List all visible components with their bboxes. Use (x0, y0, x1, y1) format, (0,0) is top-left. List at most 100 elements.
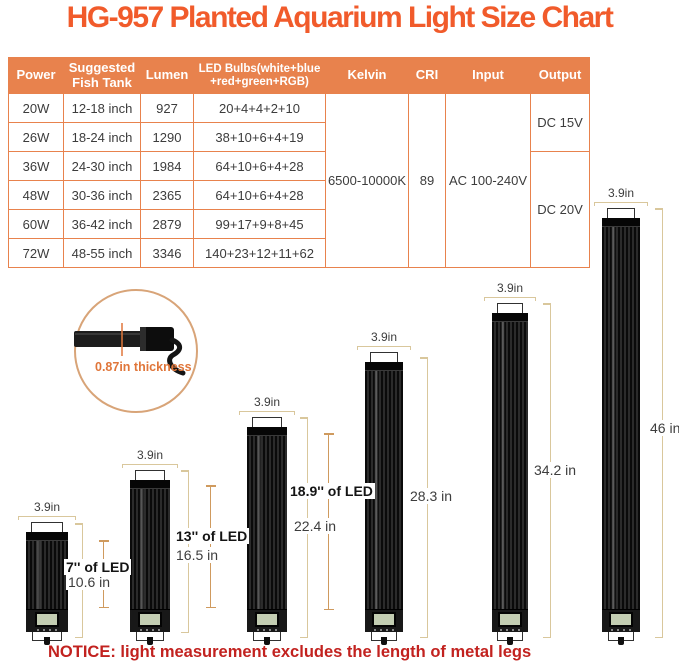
lamp-body (247, 427, 287, 632)
thickness-label: 0.87in thickness (95, 360, 192, 374)
width-label: 3.9in (253, 395, 281, 409)
metal-leg-top (31, 522, 63, 532)
total-length-label: 34.2 in (532, 462, 579, 478)
total-length-label: 10.6 in (66, 574, 113, 590)
metal-leg-bottom (497, 632, 523, 645)
metal-leg-top (369, 352, 399, 362)
led-length-label: 13'' of LED (174, 528, 250, 544)
lamp-body (492, 313, 528, 632)
cell-output-dc20v: DC 20V (530, 151, 590, 268)
cell-tank: 36-42 inch (63, 209, 141, 239)
table-row: 26W 18-24 inch 1290 38+10+6+4+19 (8, 122, 590, 152)
table-row: 72W 48-55 inch 3346 140+23+12+11+62 (8, 238, 590, 268)
width-bracket (484, 297, 536, 301)
metal-leg-bottom (607, 632, 635, 645)
spec-table: Power Suggested Fish Tank Lumen LED Bulb… (8, 57, 590, 268)
lcd-display (498, 612, 522, 627)
cell-bulbs: 38+10+6+4+19 (193, 122, 326, 152)
cell-tank: 30-36 inch (63, 180, 141, 210)
cell-power: 48W (8, 180, 64, 210)
metal-leg-top (496, 303, 524, 313)
lcd-display (609, 612, 633, 627)
metal-leg-top (606, 208, 636, 218)
cell-lumen: 927 (140, 93, 194, 123)
cell-tank: 18-24 inch (63, 122, 141, 152)
metal-leg-bottom (370, 632, 398, 645)
total-length-label: 46 in (648, 420, 679, 436)
column-header-power: Power (8, 57, 64, 94)
cell-power: 20W (8, 93, 64, 123)
lamp-illustration-60w: 3.9in (484, 281, 536, 645)
metal-leg-bottom (136, 632, 164, 645)
metal-leg-bottom (253, 632, 281, 645)
cell-lumen: 3346 (140, 238, 194, 268)
lcd-display (255, 612, 279, 627)
table-row: 60W 36-42 inch 2879 99+17+9+8+45 (8, 209, 590, 239)
cell-lumen: 2365 (140, 180, 194, 210)
led-length-label: 18.9'' of LED (288, 483, 375, 499)
cell-power: 60W (8, 209, 64, 239)
notice-text: NOTICE: light measurement excludes the l… (48, 643, 532, 661)
lamp-illustration-72w: 3.9in (594, 187, 648, 645)
cell-bulbs: 64+10+6+4+28 (193, 180, 326, 210)
cell-bulbs: 140+23+12+11+62 (193, 238, 326, 268)
controller-panel (365, 609, 403, 632)
metal-leg-bottom (32, 632, 62, 645)
cell-kelvin: 6500-10000K (325, 93, 409, 268)
width-label: 3.9in (33, 500, 61, 514)
column-header-bulbs: LED Bulbs(white+blue +red+green+RGB) (193, 57, 326, 94)
column-header-kelvin: Kelvin (325, 57, 409, 94)
lamp-illustration-36w: 3.9in (239, 395, 295, 645)
page-title: HG-957 Planted Aquarium Light Size Chart (66, 1, 614, 34)
cell-lumen: 2879 (140, 209, 194, 239)
total-length-label: 16.5 in (174, 547, 221, 563)
column-header-lumen: Lumen (140, 57, 194, 94)
cell-input: AC 100-240V (445, 93, 531, 268)
width-bracket (18, 516, 76, 520)
cell-tank: 12-18 inch (63, 93, 141, 123)
lcd-display (372, 612, 396, 627)
lamp-body (130, 480, 170, 632)
column-header-tank: Suggested Fish Tank (63, 57, 141, 94)
thickness-callout-circle (74, 289, 198, 413)
cell-bulbs: 64+10+6+4+28 (193, 151, 326, 181)
cell-tank: 24-30 inch (63, 151, 141, 181)
cell-power: 36W (8, 151, 64, 181)
table-row: 20W 12-18 inch 927 20+4+4+2+10 6500-1000… (8, 93, 590, 268)
cell-output-dc15v: DC 15V (530, 93, 590, 152)
total-length-label: 28.3 in (408, 488, 455, 504)
dimension-line-led (206, 485, 216, 608)
lamp-illustration-26w: 3.9in (122, 449, 178, 645)
lamp-end-profile-illustration (74, 323, 186, 376)
controller-panel (130, 609, 170, 632)
controller-panel (26, 609, 68, 632)
cell-lumen: 1290 (140, 122, 194, 152)
controller-panel (602, 609, 640, 632)
column-header-output: Output (530, 57, 590, 94)
table-header-row: Power Suggested Fish Tank Lumen LED Bulb… (8, 57, 590, 94)
column-header-input: Input (445, 57, 531, 94)
cell-lumen: 1984 (140, 151, 194, 181)
cell-bulbs: 99+17+9+8+45 (193, 209, 326, 239)
cell-power: 72W (8, 238, 64, 268)
cell-bulbs: 20+4+4+2+10 (193, 93, 326, 123)
controller-panel (492, 609, 528, 632)
width-bracket (357, 346, 411, 350)
cell-tank: 48-55 inch (63, 238, 141, 268)
width-bracket (122, 464, 178, 468)
lamp-body (602, 218, 640, 632)
lamp-illustration-20w: 3.9in (18, 500, 76, 645)
cell-power: 26W (8, 122, 64, 152)
lamp-body (26, 532, 68, 632)
metal-leg-top (135, 470, 165, 480)
table-row: 48W 30-36 inch 2365 64+10+6+4+28 (8, 180, 590, 210)
cell-cri: 89 (408, 93, 446, 268)
width-label: 3.9in (496, 281, 524, 295)
metal-leg-top (252, 417, 282, 427)
lcd-display (35, 612, 59, 627)
width-label: 3.9in (370, 330, 398, 344)
total-length-label: 22.4 in (292, 518, 339, 534)
lcd-display (138, 612, 162, 627)
column-header-cri: CRI (408, 57, 446, 94)
